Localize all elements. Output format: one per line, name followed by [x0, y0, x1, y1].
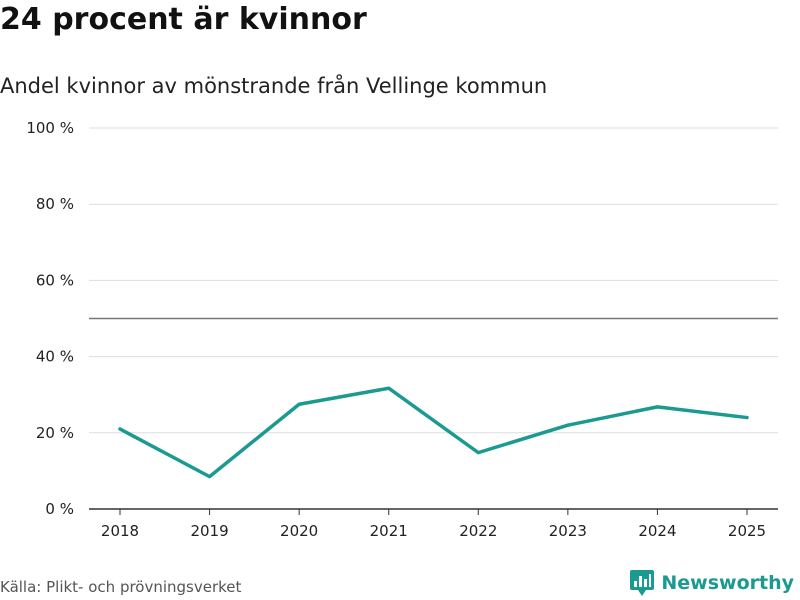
x-tick-label: 2019: [190, 522, 228, 540]
source-note: Källa: Plikt- och prövningsverket: [0, 578, 242, 596]
x-tick-label: 2024: [638, 522, 676, 540]
y-tick-label: 20 %: [36, 424, 74, 442]
x-tick-label: 2023: [549, 522, 587, 540]
x-tick-label: 2018: [101, 522, 139, 540]
y-tick-label: 80 %: [36, 195, 74, 213]
chart-title: 24 procent är kvinnor: [0, 2, 367, 37]
x-tick-label: 2025: [728, 522, 766, 540]
series-line: [118, 386, 749, 479]
x-tick-label: 2021: [370, 522, 408, 540]
brand-name: Newsworthy: [661, 572, 794, 594]
data-point: [476, 451, 480, 455]
data-point: [566, 423, 570, 427]
x-tick-label: 2020: [280, 522, 318, 540]
data-point: [745, 416, 749, 420]
data-point: [655, 405, 659, 409]
newsworthy-logo-icon: [630, 570, 655, 596]
data-point: [118, 427, 122, 431]
data-point: [387, 386, 391, 390]
data-point: [297, 402, 301, 406]
y-tick-label: 0 %: [45, 500, 74, 518]
y-tick-label: 60 %: [36, 271, 74, 289]
y-tick-label: 40 %: [36, 348, 74, 366]
y-tick-label: 100 %: [26, 119, 74, 137]
data-point: [208, 475, 212, 479]
line-chart: 0 % 20 % 40 % 60 % 80 % 100 % 2018 2019 2020 2021…: [26, 119, 778, 540]
brand-logo[interactable]: Newsworthy: [629, 569, 794, 597]
chart-subtitle: Andel kvinnor av mönstrande från Velling…: [0, 74, 548, 98]
x-tick-label: 2022: [459, 522, 497, 540]
